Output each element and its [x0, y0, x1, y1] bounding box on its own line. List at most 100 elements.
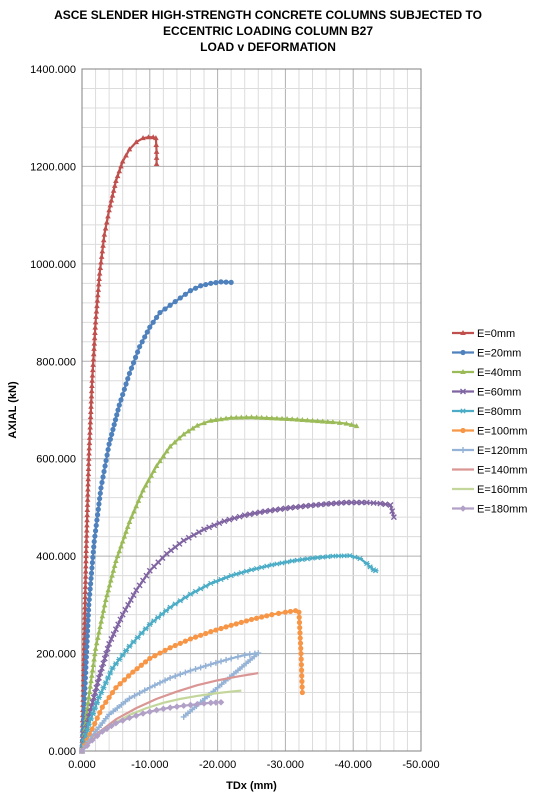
data-point: [460, 369, 466, 374]
data-point: [88, 575, 94, 582]
data-point: [187, 667, 194, 674]
data-point: [228, 655, 235, 662]
data-point: [123, 152, 129, 158]
data-point: [351, 554, 358, 560]
data-point: [110, 567, 117, 573]
data-point: [94, 715, 100, 721]
data-point: [217, 576, 224, 583]
data-point: [117, 681, 123, 687]
data-point: [297, 640, 304, 646]
data-point: [87, 424, 93, 430]
data-point: [241, 652, 248, 659]
data-point: [102, 225, 109, 231]
data-point: [282, 505, 289, 512]
data-point: [162, 647, 168, 654]
data-point: [208, 417, 214, 423]
legend-item: E=160mm: [452, 484, 527, 496]
data-point: [201, 695, 208, 702]
data-point: [110, 631, 117, 638]
data-point: [84, 644, 90, 650]
data-point: [82, 589, 89, 595]
data-point: [246, 511, 253, 518]
data-point: [212, 578, 219, 585]
data-point: [82, 578, 89, 584]
data-point: [84, 649, 90, 655]
data-point: [108, 197, 115, 203]
x-tick-label: -50.000: [402, 759, 439, 771]
data-point: [243, 414, 250, 420]
data-point: [253, 565, 260, 572]
data-point: [86, 434, 93, 440]
data-point: [83, 527, 90, 533]
data-point: [102, 715, 109, 722]
legend-label: E=140mm: [477, 465, 527, 477]
data-point: [238, 414, 245, 420]
data-point: [82, 594, 89, 600]
data-point: [136, 690, 143, 697]
data-point: [329, 553, 336, 559]
data-point: [192, 634, 199, 640]
data-point: [299, 556, 306, 563]
data-point: [94, 512, 101, 518]
data-point: [95, 286, 102, 292]
data-point: [370, 500, 377, 507]
data-point: [84, 522, 90, 528]
data-point: [82, 675, 88, 681]
y-tick-label: 800.000: [36, 356, 76, 368]
data-point: [387, 501, 394, 508]
y-tick-label: 1200.000: [30, 161, 76, 173]
data-point: [309, 417, 316, 423]
data-point: [121, 677, 127, 683]
data-point: [217, 698, 225, 706]
data-point: [100, 685, 107, 691]
data-point: [138, 630, 145, 636]
data-point: [126, 673, 132, 679]
data-point: [89, 710, 96, 717]
data-point: [86, 445, 93, 451]
data-point: [153, 154, 160, 160]
data-point: [243, 660, 250, 667]
x-axis-title: TDx (mm): [226, 780, 277, 792]
data-point: [287, 608, 294, 615]
data-point: [99, 248, 106, 254]
data-point: [92, 533, 98, 539]
chart-title-line-2: ECCENTRIC LOADING COLUMN B27: [163, 24, 373, 38]
data-point: [202, 583, 209, 589]
data-point: [189, 425, 196, 431]
data-point: [81, 624, 88, 630]
data-point: [90, 694, 97, 701]
data-point: [294, 416, 301, 422]
data-point: [358, 499, 365, 506]
data-point: [106, 711, 113, 718]
data-point: [125, 376, 131, 382]
data-point: [82, 568, 89, 574]
data-point: [231, 515, 238, 522]
data-point: [157, 458, 163, 464]
series-e-120mm: [79, 650, 262, 754]
data-point: [139, 339, 145, 345]
data-point: [122, 606, 129, 613]
data-point: [197, 586, 204, 592]
data-point: [99, 728, 106, 735]
data-point: [243, 568, 250, 574]
legend-label: E=80mm: [477, 406, 521, 418]
data-point: [194, 422, 201, 428]
data-point: [81, 696, 88, 702]
data-point: [100, 237, 107, 243]
data-point: [88, 408, 94, 414]
data-point: [193, 700, 201, 708]
data-point: [279, 560, 286, 566]
data-point: [151, 682, 158, 689]
data-point: [138, 662, 144, 668]
data-point: [284, 559, 291, 565]
x-tick-label: -40.000: [335, 759, 372, 771]
data-point: [255, 650, 262, 657]
data-point: [343, 499, 350, 506]
data-point: [109, 689, 116, 696]
data-point: [140, 487, 146, 493]
data-point: [299, 678, 305, 685]
data-point: [126, 714, 133, 722]
data-point: [126, 370, 133, 377]
data-point: [228, 573, 235, 579]
data-point: [460, 388, 466, 395]
